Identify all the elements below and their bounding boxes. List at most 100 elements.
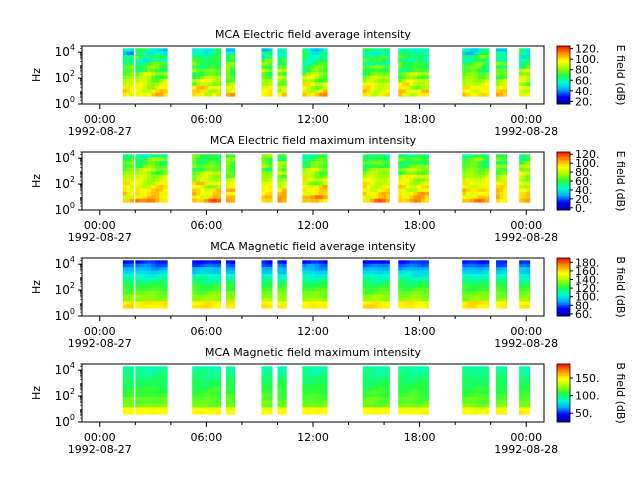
heatmap-cell [196, 48, 201, 53]
heatmap-cell [208, 376, 213, 381]
heatmap-cell [155, 72, 160, 77]
heatmap-cell [147, 174, 152, 179]
heatmap-cell [204, 366, 209, 371]
heatmap-cell [496, 270, 500, 275]
colorbar-segment [557, 262, 570, 265]
colorbar-segment [557, 95, 570, 98]
heatmap-cell [204, 185, 209, 189]
heatmap-cell [526, 369, 531, 374]
heatmap-cell [477, 369, 482, 374]
heatmap-cell [277, 198, 283, 203]
heatmap-cell [420, 48, 426, 53]
heatmap-cell [135, 174, 140, 179]
heatmap-cell [126, 297, 131, 302]
heatmap-cell [268, 397, 273, 401]
heatmap-cell [366, 304, 371, 309]
y-axis-label: Hz [30, 386, 43, 400]
heatmap-cell [126, 82, 131, 87]
heatmap-cell [139, 79, 144, 83]
heatmap-cell [370, 198, 375, 203]
heatmap-cell [398, 291, 403, 295]
heatmap-cell [473, 376, 478, 381]
heatmap-cell [159, 191, 164, 196]
heatmap-cell [503, 267, 508, 271]
heatmap-cell [377, 55, 383, 59]
heatmap-cell [129, 51, 134, 56]
heatmap-cell [477, 154, 482, 159]
heatmap-cell [163, 191, 168, 196]
heatmap-cell [306, 291, 312, 295]
heatmap-cell [377, 294, 383, 299]
heatmap-cell [503, 277, 508, 282]
heatmap-cell [522, 273, 527, 278]
heatmap-cell [499, 304, 504, 309]
heatmap-cell [147, 369, 152, 374]
heatmap-cell [163, 72, 168, 77]
heatmap-cell [405, 157, 411, 162]
heatmap-cell [385, 397, 390, 401]
heatmap-cell [126, 260, 131, 265]
heatmap-cell [485, 181, 490, 186]
heatmap-cell [277, 61, 283, 66]
heatmap-cell [526, 260, 531, 265]
heatmap-cell [216, 195, 221, 200]
heatmap-cell [424, 304, 429, 309]
heatmap-cell [370, 89, 375, 94]
heatmap-cell [477, 157, 482, 162]
heatmap-cell [496, 48, 500, 53]
colorbar-segment [557, 416, 570, 419]
heatmap-cell [496, 386, 500, 391]
heatmap-cell [496, 55, 500, 59]
heatmap-cell [366, 267, 371, 271]
heatmap-cell [216, 260, 221, 265]
colorbar-segment [557, 152, 570, 154]
heatmap-cell [477, 373, 482, 377]
heatmap-cell [268, 161, 273, 165]
heatmap-cell [143, 48, 148, 53]
heatmap-cell [318, 301, 324, 306]
heatmap-cell [398, 65, 403, 70]
heatmap-cell [469, 369, 475, 374]
heatmap-cell [323, 161, 328, 165]
heatmap-cell [306, 191, 312, 196]
heatmap-cell [151, 277, 156, 282]
colorbar-segment [557, 282, 570, 285]
heatmap-cell [277, 65, 283, 70]
heatmap-cell [212, 373, 217, 377]
heatmap-cell [519, 301, 524, 306]
heatmap-cell [377, 161, 383, 165]
heatmap-cell [362, 68, 367, 73]
heatmap-cell [417, 373, 422, 377]
heatmap-cell [192, 400, 197, 405]
heatmap-cell [129, 171, 134, 176]
colorbar-segment [557, 202, 570, 205]
heatmap-cell [469, 284, 475, 289]
heatmap-cell [208, 291, 213, 295]
heatmap-cell [216, 171, 221, 176]
heatmap-cell [277, 267, 283, 271]
colorbar-segment [557, 54, 570, 57]
heatmap-cell [318, 79, 324, 83]
heatmap-cell [135, 89, 140, 94]
heatmap-cell [196, 185, 201, 189]
heatmap-cell [503, 51, 508, 56]
heatmap-cell [519, 260, 524, 265]
heatmap-cell [122, 195, 127, 200]
heatmap-cell [192, 92, 197, 97]
heatmap-cell [374, 188, 379, 193]
heatmap-cell [402, 297, 407, 302]
heatmap-cell [318, 75, 324, 80]
heatmap-cell [522, 68, 527, 73]
heatmap-cell [208, 260, 213, 265]
heatmap-cell [462, 267, 467, 271]
heatmap-cell [314, 366, 320, 371]
heatmap-cell [466, 75, 471, 80]
heatmap-cell [310, 85, 316, 90]
heatmap-cell [402, 403, 407, 408]
heatmap-cell [212, 178, 217, 183]
heatmap-cell [469, 79, 475, 83]
heatmap-cell [122, 154, 127, 159]
heatmap-cell [225, 410, 231, 415]
heatmap-cell [126, 369, 131, 374]
heatmap-cell [200, 55, 205, 59]
